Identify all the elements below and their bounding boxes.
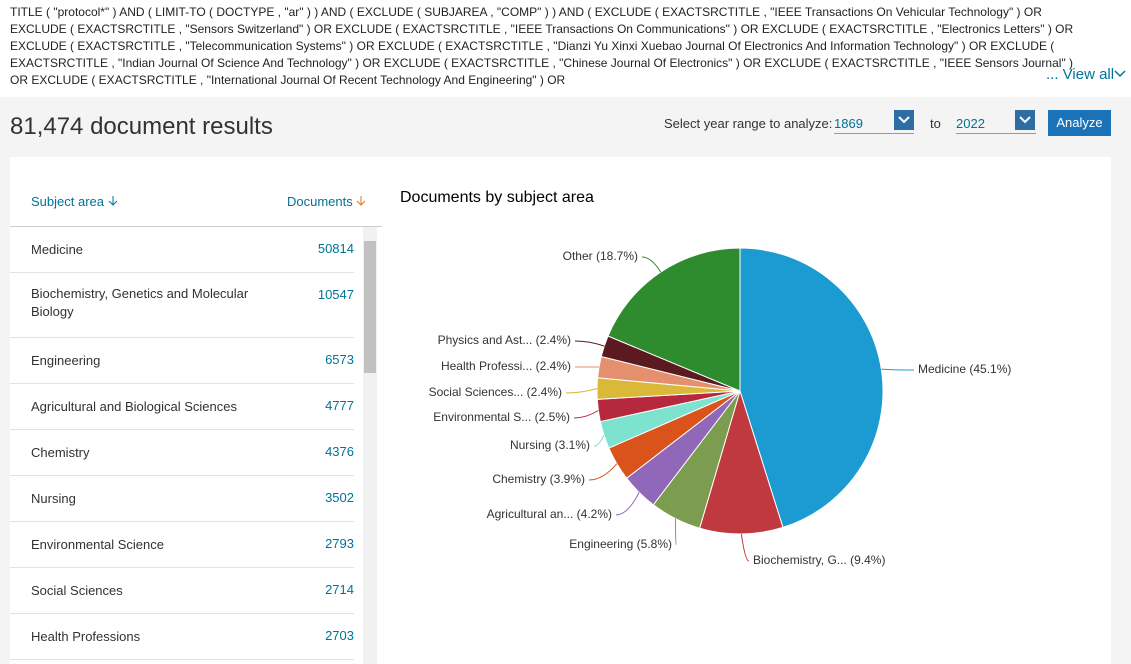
subject-name: Engineering — [31, 353, 101, 368]
subject-name: Social Sciences — [31, 583, 123, 598]
table-row: Medicine 50814 — [10, 227, 354, 273]
table-row: Chemistry 4376 — [10, 430, 354, 476]
subject-name: Agricultural and Biological Sciences — [31, 399, 237, 414]
slice-label: Biochemistry, G... (9.4%) — [753, 553, 885, 567]
slice-label: Nursing (3.1%) — [510, 438, 590, 452]
slice-label: Physics and Ast... (2.4%) — [438, 333, 571, 347]
subject-name: Environmental Science — [31, 537, 164, 552]
table-row: Social Sciences 2714 — [10, 568, 354, 614]
subject-name: Medicine — [31, 242, 84, 257]
subject-table: Subject area Documents Medicine 50814 Bioc… — [10, 157, 382, 664]
slice-label: Engineering (5.8%) — [569, 537, 672, 551]
leader-line — [641, 256, 662, 273]
document-count[interactable]: 4376 — [325, 444, 354, 459]
leader-line — [588, 463, 618, 481]
leader-line — [565, 388, 598, 394]
view-all[interactable]: ... View all — [1046, 66, 1126, 83]
to-label: to — [930, 116, 941, 131]
leader-line — [574, 340, 605, 347]
document-count[interactable]: 2703 — [325, 628, 354, 643]
subject-name: Health Professions — [31, 629, 141, 644]
document-count[interactable]: 50814 — [317, 241, 354, 256]
table-row: Biochemistry, Genetics and Molecular Bio… — [10, 273, 354, 338]
pie-slice — [699, 389, 784, 535]
table-row: Engineering 6573 — [10, 338, 354, 384]
subject-name: Nursing — [31, 491, 76, 506]
slice-label: Other (18.7%) — [563, 249, 638, 263]
view-all-text[interactable]: ... View all — [1046, 66, 1115, 83]
subject-name: Chemistry — [31, 445, 90, 460]
pie-slice — [607, 247, 741, 392]
year-label: Select year range to analyze: — [664, 116, 833, 131]
year-to-dropdown[interactable] — [1015, 110, 1035, 130]
table-row: Agricultural and Biological Sciences 4777 — [10, 384, 354, 430]
leader-line — [674, 518, 677, 546]
leader-line — [573, 410, 599, 419]
leader-line — [615, 492, 640, 516]
analyze-button[interactable]: Analyze — [1048, 110, 1111, 136]
table-row: Environmental Science 2793 — [10, 522, 354, 568]
query-bar: TITLE ( "protocol*" ) AND ( LIMIT-TO ( D… — [0, 0, 1131, 97]
subject-name: Biochemistry, Genetics and Molecular Bio… — [31, 286, 249, 319]
result-count: 81,474 document results — [10, 113, 273, 140]
document-count[interactable]: 2793 — [325, 536, 354, 551]
document-count[interactable]: 2714 — [325, 582, 354, 597]
header-documents[interactable]: Documents — [287, 194, 366, 209]
slice-label: Chemistry (3.9%) — [492, 472, 585, 486]
header-text[interactable]: Documents — [287, 194, 353, 209]
leader-line — [593, 434, 605, 447]
slice-label: Agricultural an... (4.2%) — [487, 507, 612, 521]
query-text: TITLE ( "protocol*" ) AND ( LIMIT-TO ( D… — [10, 5, 1074, 87]
scrollbar[interactable] — [363, 227, 377, 664]
slice-label: Social Sciences... (2.4%) — [429, 385, 562, 399]
pie-slice — [739, 247, 884, 529]
slice-label: Health Professi... (2.4%) — [441, 359, 571, 373]
header-rule — [10, 226, 382, 227]
year-from[interactable]: 1869 — [834, 116, 914, 134]
header-subject[interactable]: Subject area — [31, 194, 118, 209]
document-count[interactable]: 4777 — [325, 398, 354, 413]
year-to[interactable]: 2022 — [956, 116, 1036, 134]
slice-label: Environmental S... (2.5%) — [433, 410, 570, 424]
year-from-dropdown[interactable] — [894, 110, 914, 130]
leader-line — [740, 533, 750, 562]
chevron — [1114, 70, 1126, 78]
chart-title: Documents by subject area — [400, 189, 594, 206]
document-count[interactable]: 3502 — [325, 490, 354, 505]
document-count[interactable]: 6573 — [325, 352, 354, 367]
leader-line — [881, 368, 915, 371]
table-row: Health Professions 2703 — [10, 614, 354, 660]
content-card: Subject area Documents Medicine 50814 Bioc… — [10, 157, 1111, 664]
table-row: Nursing 3502 — [10, 476, 354, 522]
document-count[interactable]: 10547 — [317, 287, 354, 302]
header-text[interactable]: Subject area — [31, 194, 104, 209]
slice-label: Medicine (45.1%) — [918, 362, 1011, 376]
